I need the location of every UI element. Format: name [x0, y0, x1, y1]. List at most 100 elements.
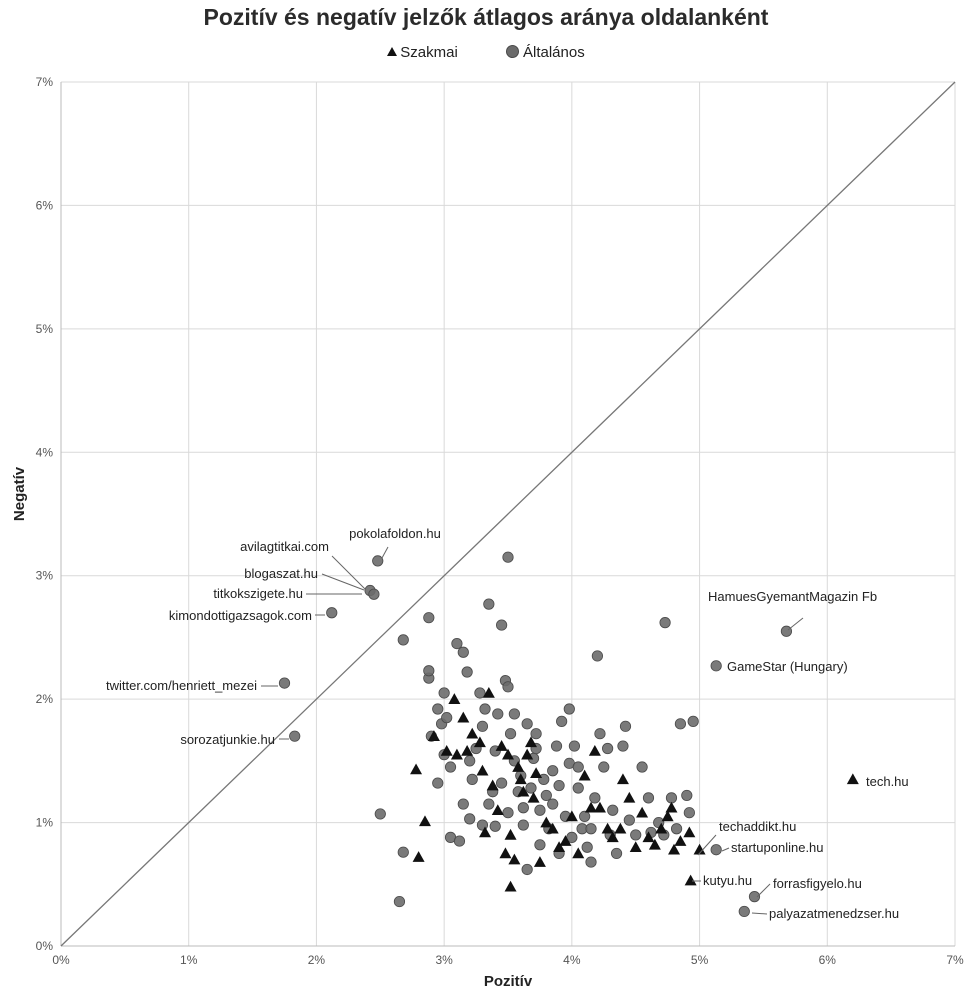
y-tick-label: 1% — [36, 816, 54, 830]
y-tick-label: 3% — [36, 569, 54, 583]
legend: Szakmai Általános — [0, 44, 972, 61]
data-point-altalanos — [517, 819, 529, 831]
data-point-szakmai — [504, 880, 517, 892]
annotation-label: pokolafoldon.hu — [349, 526, 441, 541]
data-point-altalanos — [397, 634, 409, 646]
data-point-altalanos — [479, 703, 491, 715]
data-point-szakmai — [412, 851, 425, 862]
data-point-szakmai — [683, 826, 696, 838]
data-point-altalanos — [710, 660, 722, 672]
data-point-altalanos — [579, 810, 591, 823]
x-tick-label: 7% — [946, 953, 964, 967]
data-point-altalanos — [547, 798, 559, 810]
data-point-szakmai — [533, 856, 546, 867]
data-point-altalanos — [619, 720, 632, 732]
data-point-altalanos — [572, 782, 584, 794]
data-point-altalanos — [534, 804, 546, 816]
data-point-altalanos — [517, 802, 529, 814]
data-point-altalanos — [589, 792, 601, 804]
annotation-label: forrasfigyelo.hu — [773, 876, 862, 891]
data-point-szakmai — [504, 828, 517, 840]
data-point-szakmai — [665, 801, 678, 813]
data-point-altalanos — [683, 807, 695, 819]
y-axis-title: Negatív — [11, 466, 28, 521]
data-point-altalanos — [464, 755, 476, 767]
data-point-szakmai — [508, 853, 521, 865]
annotation-label: techaddikt.hu — [719, 819, 796, 834]
data-point-altalanos — [508, 708, 520, 720]
data-point-altalanos — [432, 703, 444, 715]
diagonal-reference-line — [60, 81, 956, 947]
x-tick-label: 5% — [691, 953, 709, 967]
data-point-szakmai — [588, 744, 601, 756]
data-point-szakmai — [495, 740, 508, 751]
x-tick-label: 0% — [52, 953, 70, 967]
data-point-altalanos — [461, 666, 473, 678]
annotation-label: avilagtitkai.com — [240, 539, 329, 554]
data-point-altalanos — [780, 625, 793, 637]
data-point-szakmai — [440, 744, 453, 756]
data-point-szakmai — [616, 773, 629, 785]
data-point-altalanos — [568, 740, 581, 752]
x-tick-label: 2% — [308, 953, 326, 967]
data-point-altalanos — [581, 841, 593, 853]
data-point-altalanos — [504, 728, 517, 740]
data-point-altalanos — [563, 703, 575, 715]
data-point-altalanos — [738, 905, 750, 918]
data-point-szakmai — [521, 748, 534, 760]
annotation-label: palyazatmenedzser.hu — [769, 906, 899, 921]
data-point-szakmai — [585, 801, 598, 813]
data-point-szakmai — [614, 822, 627, 834]
data-point-altalanos — [602, 742, 614, 755]
data-point-szakmai — [578, 769, 591, 781]
data-point-szakmai — [629, 841, 642, 853]
data-point-altalanos — [547, 765, 559, 777]
annotation-label: twitter.com/henriett_mezei — [106, 678, 257, 693]
data-point-altalanos — [372, 555, 384, 567]
annotation-label: tech.hu — [866, 774, 909, 789]
data-point-altalanos — [423, 665, 435, 677]
data-point-altalanos — [534, 839, 546, 851]
data-point-altalanos — [572, 761, 584, 773]
data-point-altalanos — [598, 761, 610, 773]
triangle-icon — [387, 47, 398, 56]
data-point-altalanos — [502, 807, 514, 819]
circle-icon — [505, 45, 519, 58]
data-point-altalanos — [530, 728, 542, 740]
legend-item-altalanos: Általános — [505, 44, 585, 61]
legend-label-altalanos: Általános — [522, 44, 585, 61]
data-point-szakmai — [674, 835, 687, 846]
annotation-label: titkokszigete.hu — [213, 586, 303, 601]
data-point-altalanos — [607, 804, 619, 816]
data-point-szakmai — [648, 838, 661, 850]
annotation-label: kutyu.hu — [703, 873, 752, 888]
data-point-altalanos — [540, 789, 552, 802]
data-point-altalanos — [674, 718, 687, 730]
x-tick-label: 3% — [435, 953, 453, 967]
data-point-szakmai — [479, 826, 492, 838]
data-point-szakmai — [668, 843, 681, 855]
data-point-szakmai — [553, 841, 566, 853]
data-point-altalanos — [423, 612, 435, 624]
data-point-szakmai — [623, 791, 636, 803]
data-point-altalanos — [687, 715, 699, 727]
data-point-szakmai — [427, 730, 440, 741]
annotation-leader-line — [756, 883, 771, 898]
annotation-leader-line — [721, 847, 730, 852]
data-point-szakmai — [593, 801, 606, 813]
data-point-szakmai — [448, 693, 461, 704]
data-point-altalanos — [483, 798, 495, 810]
data-point-altalanos — [453, 835, 466, 847]
data-point-altalanos — [368, 588, 380, 600]
data-point-altalanos — [326, 607, 338, 619]
data-point-altalanos — [556, 715, 568, 727]
data-point-altalanos — [496, 619, 508, 631]
data-point-altalanos — [466, 773, 478, 785]
annotation-leader-line — [751, 912, 768, 915]
data-point-altalanos — [441, 712, 453, 724]
data-point-altalanos — [476, 720, 489, 732]
data-point-altalanos — [525, 782, 537, 794]
data-point-szakmai — [499, 847, 512, 859]
data-point-altalanos — [457, 798, 469, 810]
